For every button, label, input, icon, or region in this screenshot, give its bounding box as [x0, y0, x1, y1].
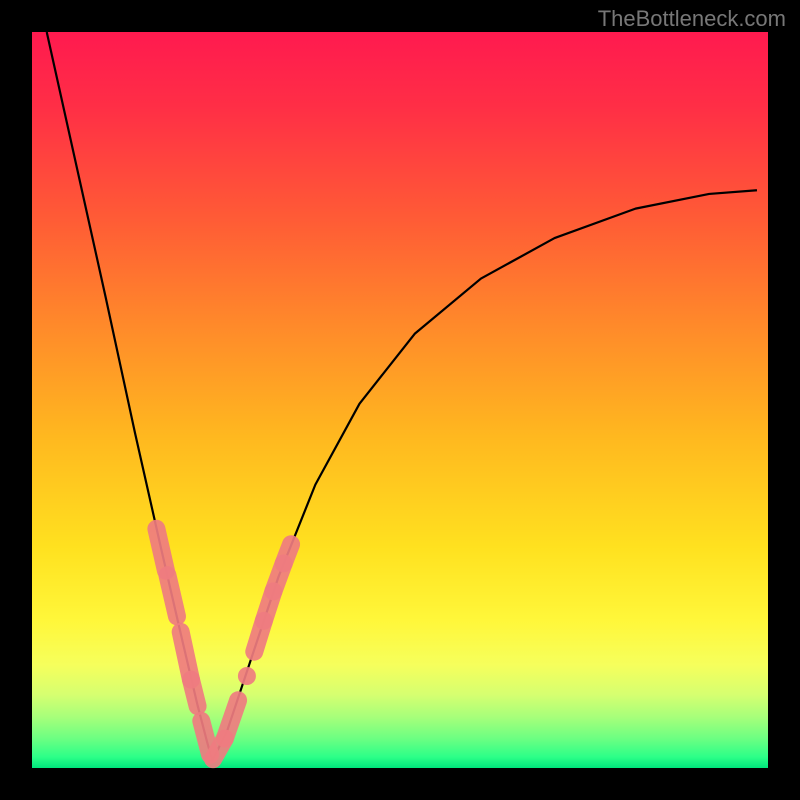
- marker-segment: [156, 529, 166, 571]
- chart-stage: TheBottleneck.com: [0, 0, 800, 800]
- marker-segment: [225, 700, 238, 738]
- watermark-label: TheBottleneck.com: [598, 6, 786, 32]
- marker-segment: [191, 680, 198, 706]
- gradient-background: [32, 32, 768, 768]
- marker-segment: [167, 575, 177, 616]
- marker-point: [238, 667, 256, 685]
- bottleneck-chart: [32, 32, 768, 768]
- marker-segment: [284, 544, 291, 563]
